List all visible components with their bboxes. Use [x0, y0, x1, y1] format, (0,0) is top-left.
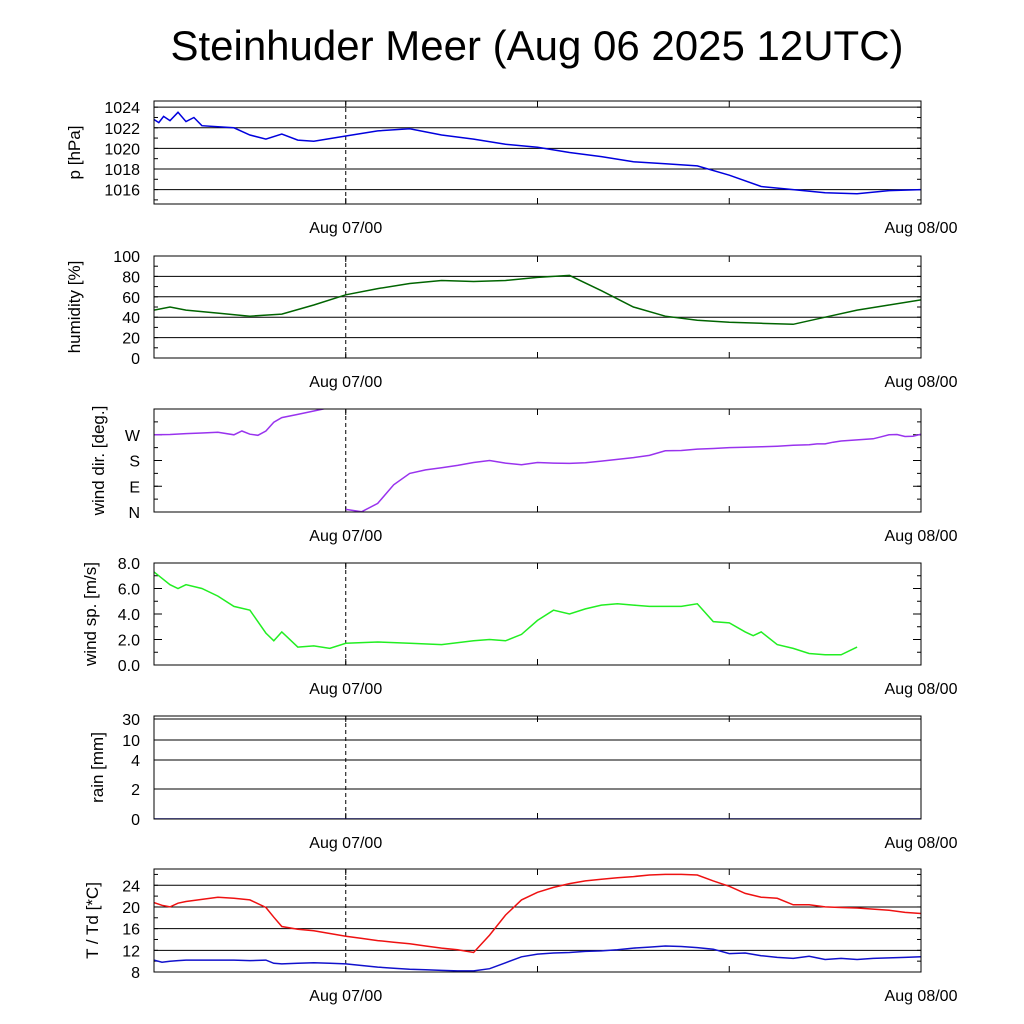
y-tick-label: 8.0 [118, 556, 140, 573]
x-tick-label: Aug 07/00 [309, 374, 382, 391]
y-tick-label: N [128, 505, 140, 522]
series-line [154, 873, 921, 954]
series-line [154, 945, 921, 972]
y-tick-label: 2.0 [118, 633, 140, 650]
y-axis-label: wind sp. [m/s] [81, 562, 100, 667]
series-line [154, 111, 921, 195]
y-axis-label: humidity [%] [65, 261, 84, 354]
rain-panel: 0 2 4 10 30 rain [mm] Aug 07/00 Aug 08/00 [88, 712, 958, 852]
x-tick-label: Aug 08/00 [885, 988, 958, 1005]
x-tick-label: Aug 08/00 [885, 681, 958, 698]
y-tick-label: 60 [122, 290, 140, 307]
series-line [154, 409, 921, 512]
x-tick-label: Aug 08/00 [885, 528, 958, 545]
y-tick-label: 1024 [104, 100, 140, 117]
x-tick-label: Aug 07/00 [309, 835, 382, 852]
y-tick-label: 1018 [104, 162, 140, 179]
y-tick-label: 24 [122, 878, 140, 895]
y-tick-label: 1022 [104, 121, 140, 138]
plot-frame [153, 868, 922, 973]
y-tick-label: 2 [131, 782, 140, 799]
plot-frame [153, 255, 922, 359]
wind-speed-panel: 0.0 2.0 4.0 6.0 8.0 wind sp. [m/s] Aug 07/00 Au… [81, 556, 958, 698]
y-tick-label: 30 [122, 712, 140, 729]
humidity-panel: 0 20 40 60 80 100 humidity [%] Aug 07/00 Aug 08/… [65, 249, 958, 391]
x-tick-label: Aug 07/00 [309, 681, 382, 698]
y-tick-label: 8 [131, 965, 140, 982]
y-tick-label: E [129, 479, 140, 496]
x-tick-label: Aug 08/00 [885, 220, 958, 237]
y-axis-label: T / Td [*C] [83, 882, 102, 959]
x-tick-label: Aug 08/00 [885, 374, 958, 391]
y-tick-label: 40 [122, 310, 140, 327]
y-tick-label: 80 [122, 269, 140, 286]
y-tick-label: 1020 [104, 141, 140, 158]
y-tick-label: 16 [122, 922, 140, 939]
x-tick-label: Aug 07/00 [309, 220, 382, 237]
pressure-panel: 1016 1018 1020 1022 1024 p [hPa] Aug 07/00 Aug … [65, 100, 958, 237]
series-line [154, 274, 921, 326]
y-tick-label: 0 [131, 812, 140, 829]
plot-frame [153, 408, 922, 513]
y-tick-label: 4.0 [118, 607, 140, 624]
y-tick-label: 0 [131, 351, 140, 368]
chart-title: Steinhuder Meer (Aug 06 2025 12UTC) [170, 22, 904, 69]
x-tick-label: Aug 07/00 [309, 988, 382, 1005]
temperature-dewpoint-panel: 8 12 16 20 24 T / Td [*C] Aug 07/00 Aug 08/00 [83, 868, 958, 1005]
y-tick-label: 6.0 [118, 582, 140, 599]
x-tick-label: Aug 08/00 [885, 835, 958, 852]
x-tick-label: Aug 07/00 [309, 528, 382, 545]
y-axis-label: rain [mm] [88, 732, 107, 803]
y-tick-label: 12 [122, 943, 140, 960]
y-tick-label: 10 [122, 733, 140, 750]
y-tick-label: 0.0 [118, 658, 140, 675]
plot-frame [153, 562, 922, 666]
y-tick-label: 20 [122, 900, 140, 917]
y-tick-label: W [125, 428, 141, 445]
series-line [154, 571, 858, 656]
y-tick-label: S [129, 454, 140, 471]
y-tick-label: 1016 [104, 183, 140, 200]
y-tick-label: 100 [113, 249, 140, 266]
y-axis-label: wind dir. [deg.] [89, 406, 108, 517]
y-axis-label: p [hPa] [65, 126, 84, 180]
y-tick-label: 20 [122, 331, 140, 348]
y-tick-label: 4 [131, 753, 140, 770]
plot-frame [153, 100, 922, 205]
plot-frame [153, 715, 922, 820]
